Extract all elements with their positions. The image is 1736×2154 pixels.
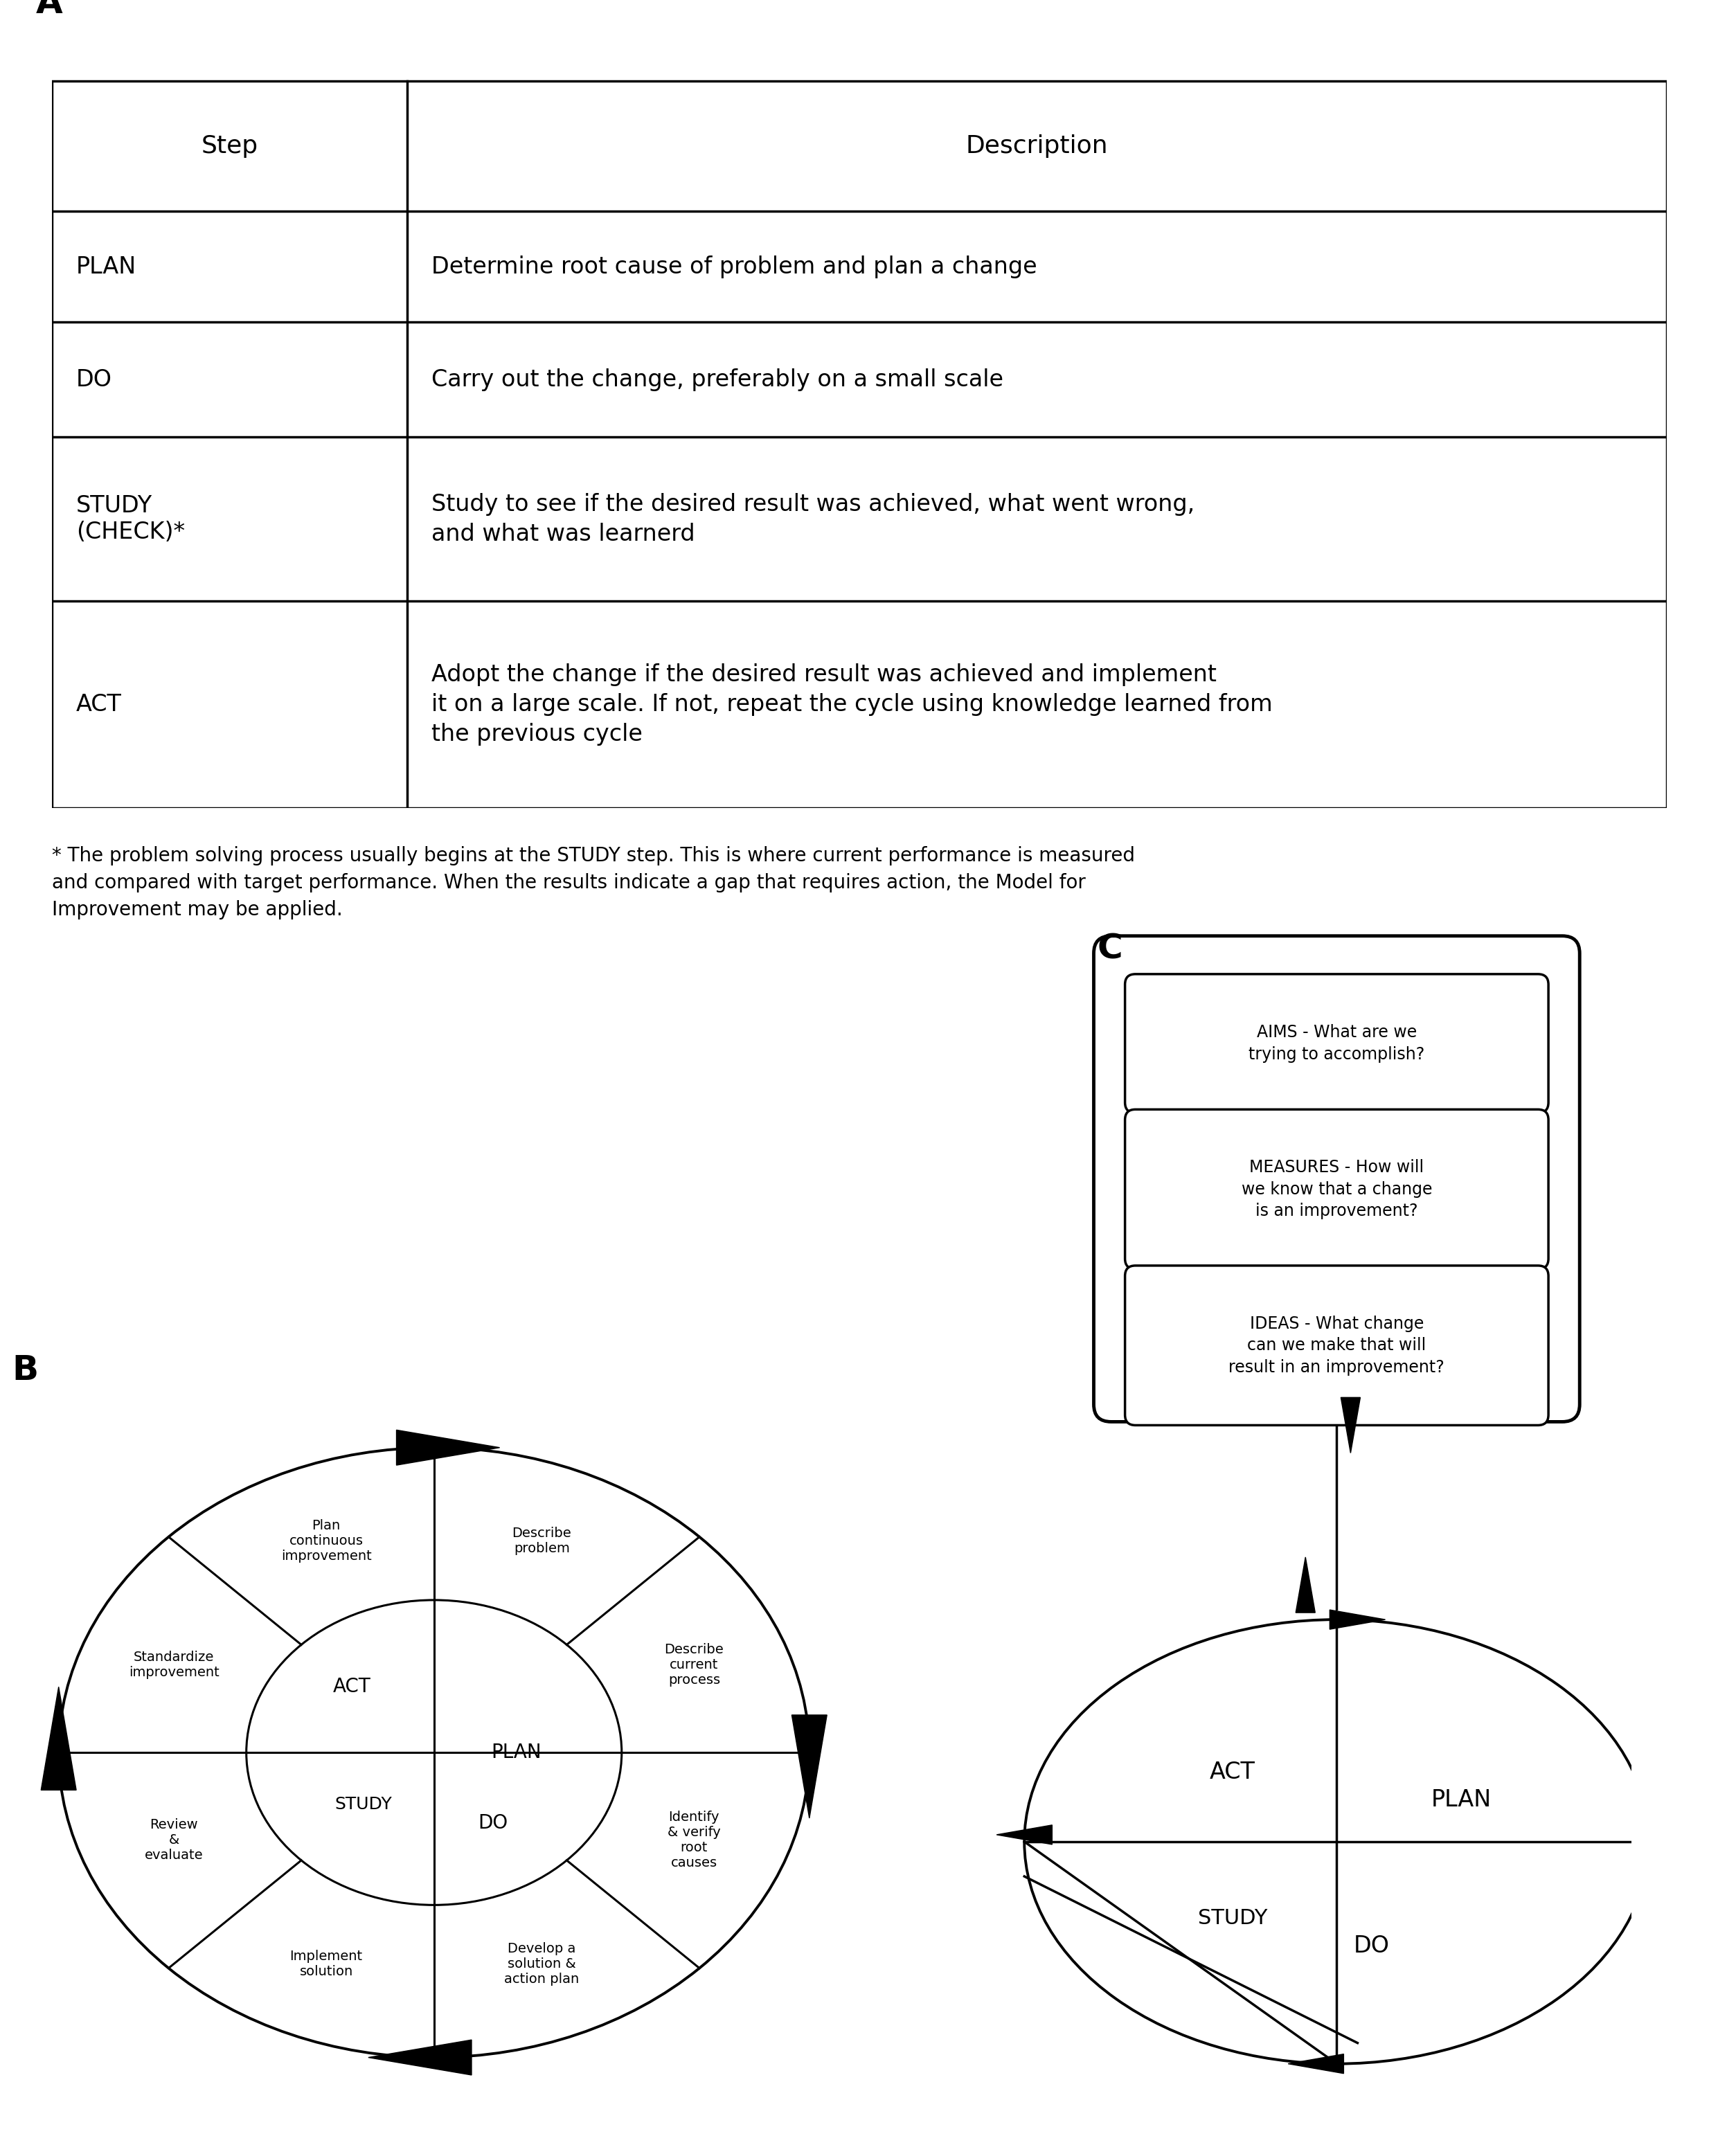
Text: PLAN: PLAN bbox=[1432, 1788, 1491, 1812]
Text: IDEAS - What change
can we make that will
result in an improvement?: IDEAS - What change can we make that wil… bbox=[1229, 1316, 1444, 1376]
Text: ACT: ACT bbox=[333, 1678, 372, 1697]
Text: Develop a
solution &
action plan: Develop a solution & action plan bbox=[503, 1943, 580, 1986]
Text: Carry out the change, preferably on a small scale: Carry out the change, preferably on a sm… bbox=[432, 368, 1003, 392]
Polygon shape bbox=[1340, 1398, 1361, 1454]
Polygon shape bbox=[1295, 1557, 1316, 1613]
FancyBboxPatch shape bbox=[1094, 937, 1580, 1422]
Text: DO: DO bbox=[477, 1814, 507, 1833]
Polygon shape bbox=[792, 1715, 826, 1818]
Text: STUDY: STUDY bbox=[1198, 1908, 1267, 1928]
Text: DO: DO bbox=[1354, 1934, 1389, 1958]
Text: Describe
problem: Describe problem bbox=[512, 1527, 571, 1555]
Polygon shape bbox=[1288, 2055, 1344, 2074]
Text: MEASURES - How will
we know that a change
is an improvement?: MEASURES - How will we know that a chang… bbox=[1241, 1159, 1432, 1219]
Text: STUDY
(CHECK)*: STUDY (CHECK)* bbox=[76, 495, 186, 543]
FancyBboxPatch shape bbox=[1125, 1109, 1549, 1269]
Text: Standardize
improvement: Standardize improvement bbox=[128, 1650, 219, 1680]
Text: Review
&
evaluate: Review & evaluate bbox=[144, 1818, 203, 1861]
Polygon shape bbox=[1330, 1609, 1385, 1628]
Text: Identify
& verify
root
causes: Identify & verify root causes bbox=[668, 1812, 720, 1870]
Text: * The problem solving process usually begins at the STUDY step. This is where cu: * The problem solving process usually be… bbox=[52, 847, 1135, 920]
Text: A: A bbox=[36, 0, 62, 19]
Text: Plan
continuous
improvement: Plan continuous improvement bbox=[281, 1519, 372, 1564]
Text: Description: Description bbox=[965, 134, 1108, 157]
Polygon shape bbox=[368, 2040, 472, 2074]
Text: Study to see if the desired result was achieved, what went wrong,
and what was l: Study to see if the desired result was a… bbox=[432, 493, 1194, 545]
Text: STUDY: STUDY bbox=[335, 1796, 392, 1812]
Text: PLAN: PLAN bbox=[491, 1743, 542, 1762]
Text: ACT: ACT bbox=[1210, 1760, 1255, 1784]
FancyBboxPatch shape bbox=[1125, 974, 1549, 1114]
Text: Adopt the change if the desired result was achieved and implement
it on a large : Adopt the change if the desired result w… bbox=[432, 663, 1272, 745]
Text: B: B bbox=[12, 1353, 38, 1387]
Text: AIMS - What are we
trying to accomplish?: AIMS - What are we trying to accomplish? bbox=[1248, 1025, 1425, 1062]
Text: Describe
current
process: Describe current process bbox=[665, 1644, 724, 1687]
Polygon shape bbox=[1639, 1820, 1660, 1876]
Text: ACT: ACT bbox=[76, 694, 122, 715]
Polygon shape bbox=[42, 1687, 76, 1790]
Polygon shape bbox=[996, 1824, 1052, 1844]
Text: Determine root cause of problem and plan a change: Determine root cause of problem and plan… bbox=[432, 256, 1036, 278]
Text: Implement
solution: Implement solution bbox=[290, 1949, 363, 1977]
Text: Step: Step bbox=[201, 134, 259, 157]
Text: C: C bbox=[1097, 933, 1123, 965]
FancyBboxPatch shape bbox=[1125, 1267, 1549, 1426]
Text: PLAN: PLAN bbox=[76, 256, 137, 278]
Text: DO: DO bbox=[76, 368, 113, 392]
Polygon shape bbox=[396, 1430, 500, 1465]
